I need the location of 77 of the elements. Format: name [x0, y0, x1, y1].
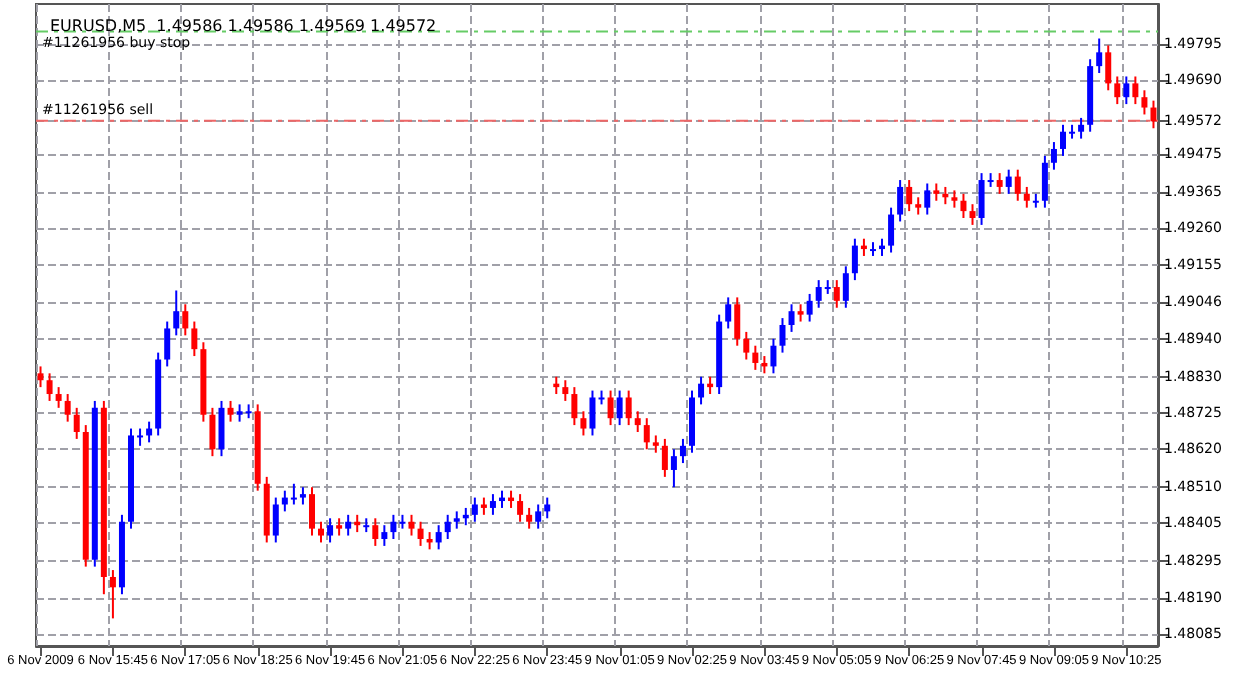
candlestick — [752, 344, 759, 371]
candlestick — [661, 437, 668, 478]
candlestick — [272, 496, 279, 544]
candlestick — [679, 437, 686, 465]
candlestick — [924, 182, 931, 216]
candlestick — [1050, 141, 1057, 171]
candlestick — [209, 406, 216, 458]
candlestick — [589, 389, 596, 437]
candlestick — [1114, 75, 1121, 106]
candlestick — [46, 372, 53, 402]
text: EURUSD,M5 1.49586 1.49586 1.49569 1.49572 — [50, 17, 437, 35]
candlestick — [996, 172, 1003, 195]
candlestick — [327, 517, 334, 544]
candlestick — [607, 389, 614, 427]
candlestick — [109, 569, 116, 620]
candlestick — [743, 330, 750, 361]
candlestick — [1105, 44, 1112, 92]
candlestick — [833, 279, 840, 309]
candlestick — [489, 493, 496, 516]
candlestick — [634, 410, 641, 433]
candlestick — [1123, 75, 1130, 106]
candlestick — [969, 203, 976, 226]
candlestick — [670, 448, 677, 489]
candlestick — [390, 513, 397, 540]
candlestick — [64, 393, 71, 423]
candlestick — [73, 406, 80, 440]
candlestick — [227, 399, 234, 423]
candlestick — [308, 486, 315, 537]
candlestick — [471, 496, 478, 523]
candlestick — [1023, 185, 1030, 209]
candlestick — [372, 517, 379, 547]
candlestick — [191, 320, 198, 358]
candlestick — [1041, 154, 1048, 209]
candlestick — [517, 493, 524, 523]
candlestick — [1078, 116, 1085, 140]
candlestick — [698, 375, 705, 406]
candlestick — [1014, 168, 1021, 202]
candlestick — [526, 506, 533, 530]
candlestick — [571, 386, 578, 427]
candlestick — [788, 303, 795, 333]
candlestick — [381, 524, 388, 547]
candlestick — [182, 303, 189, 337]
candlestick — [580, 410, 587, 437]
candlestick — [960, 192, 967, 219]
candlestick — [842, 265, 849, 309]
candlestick — [218, 399, 225, 458]
candlestick — [897, 179, 904, 223]
candlestick — [1096, 37, 1103, 75]
candlestick — [734, 296, 741, 347]
candlestick — [643, 417, 650, 451]
candlestick — [535, 503, 542, 530]
candlestick — [1141, 89, 1148, 116]
candlestick — [408, 513, 415, 537]
candlestick — [444, 513, 451, 540]
candlestick — [770, 337, 777, 375]
candlestick — [435, 524, 442, 551]
candlestick — [725, 296, 732, 330]
candlestick — [1005, 168, 1012, 195]
candlestick — [625, 389, 632, 427]
candlestick — [37, 365, 44, 389]
candlestick — [562, 379, 569, 402]
candlestick — [1132, 75, 1139, 106]
candlestick — [173, 289, 180, 337]
candlestick — [318, 520, 325, 544]
candlestick — [806, 292, 813, 323]
candlestick — [1150, 99, 1157, 130]
candlestick — [851, 237, 858, 282]
candlestick — [779, 317, 786, 354]
candlestick — [164, 320, 171, 368]
candlestick — [417, 520, 424, 547]
candlestick — [345, 513, 352, 537]
candlestick — [616, 389, 623, 427]
candlestick — [55, 386, 62, 409]
candlestick — [544, 496, 551, 520]
candlestick — [906, 179, 913, 213]
candlestick — [888, 206, 895, 254]
candlestick — [290, 482, 297, 506]
